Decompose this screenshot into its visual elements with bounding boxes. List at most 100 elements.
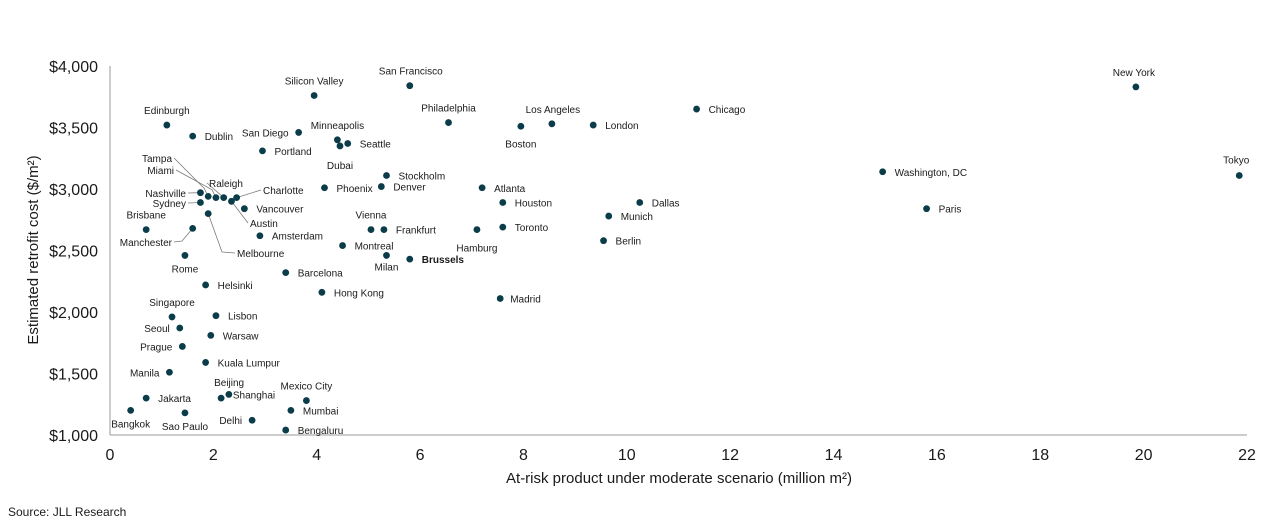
label-nashville: Nashville	[145, 189, 186, 200]
point-washington-dc	[879, 168, 887, 176]
leader-manchester	[173, 228, 193, 243]
point-shanghai	[225, 391, 233, 398]
point-stockholm	[383, 172, 390, 179]
point-seattle	[344, 140, 352, 147]
label-beijing: Beijing	[214, 378, 244, 389]
point-manchester	[189, 224, 197, 232]
data-points	[127, 82, 1243, 434]
point-montreal	[339, 242, 346, 249]
label-seattle: Seattle	[360, 139, 392, 150]
point-bangkok	[127, 407, 135, 414]
point-delhi	[248, 416, 256, 424]
point-minneapolis	[334, 136, 341, 144]
label-jakarta: Jakarta	[158, 394, 191, 405]
x-tick-label: 16	[928, 447, 946, 464]
point-brussels	[406, 255, 414, 263]
label-sydney: Sydney	[153, 199, 186, 210]
label-tampa: Tampa	[142, 154, 172, 165]
point-dublin	[189, 132, 197, 140]
label-seoul: Seoul	[144, 324, 170, 335]
point-phoenix	[321, 184, 328, 192]
point-sao-paulo	[181, 409, 189, 417]
point-dallas	[636, 199, 644, 206]
label-paris: Paris	[939, 205, 962, 216]
point-raleigh	[220, 194, 228, 202]
label-philadelphia: Philadelphia	[421, 104, 476, 115]
point-miami	[212, 194, 220, 202]
x-tick-label: 0	[106, 447, 115, 464]
point-los-angeles	[548, 120, 556, 128]
label-dallas: Dallas	[652, 199, 680, 210]
label-dublin: Dublin	[205, 132, 233, 143]
label-barcelona: Barcelona	[298, 269, 343, 280]
label-vancouver: Vancouver	[256, 205, 304, 216]
point-san-francisco	[406, 82, 414, 90]
label-hong-kong: Hong Kong	[334, 288, 384, 299]
label-raleigh: Raleigh	[209, 179, 243, 190]
label-kuala-lumpur: Kuala Lumpur	[218, 358, 281, 369]
point-charlotte	[233, 194, 241, 202]
point-bengaluru	[282, 426, 290, 434]
x-tick-label: 10	[618, 447, 636, 464]
label-prague: Prague	[140, 342, 173, 353]
label-new-york: New York	[1113, 68, 1156, 79]
label-manchester: Manchester	[120, 238, 173, 249]
label-charlotte: Charlotte	[263, 186, 304, 197]
point-manila	[166, 368, 173, 376]
x-tick-label: 6	[416, 447, 425, 464]
point-mexico-city	[302, 397, 310, 404]
label-vienna: Vienna	[356, 211, 387, 222]
label-amsterdam: Amsterdam	[272, 232, 323, 243]
label-stockholm: Stockholm	[398, 171, 445, 182]
x-tick-label: 12	[721, 447, 739, 464]
label-rome: Rome	[172, 264, 199, 275]
label-tokyo: Tokyo	[1223, 155, 1250, 166]
point-hamburg	[473, 226, 481, 233]
tick-labels: 0 2 4 6 8 10 12 14 16 18 20 22 $1,000 $1,500 $2,000 $2,…	[49, 59, 1256, 464]
point-dubai	[336, 142, 344, 150]
point-edinburgh	[163, 121, 171, 129]
x-tick-label: 20	[1135, 447, 1153, 464]
leader-austin	[231, 201, 249, 224]
point-brisbane	[142, 226, 150, 233]
label-silicon-valley: Silicon Valley	[285, 77, 344, 88]
y-tick-label: $1,500	[49, 367, 98, 384]
label-toronto: Toronto	[515, 223, 549, 234]
x-tick-label: 14	[825, 447, 843, 464]
point-rome	[181, 252, 189, 259]
point-atlanta	[478, 184, 486, 192]
y-tick-label: $4,000	[49, 59, 98, 76]
point-jakarta	[142, 394, 150, 402]
point-munich	[605, 212, 613, 220]
point-nashville	[197, 189, 204, 197]
point-new-york	[1132, 83, 1140, 91]
label-brisbane: Brisbane	[126, 211, 166, 222]
point-vancouver	[240, 205, 248, 213]
point-philadelphia	[445, 119, 452, 126]
point-barcelona	[282, 269, 290, 277]
label-helsinki: Helsinki	[218, 281, 253, 292]
label-chicago: Chicago	[709, 105, 746, 116]
label-portland: Portland	[274, 147, 311, 158]
point-tampa	[204, 192, 212, 200]
point-tokyo	[1235, 172, 1243, 179]
x-tick-label: 8	[519, 447, 528, 464]
point-paris	[923, 205, 930, 213]
x-tick-label: 2	[209, 447, 218, 464]
point-seoul	[176, 324, 184, 332]
label-bengaluru: Bengaluru	[298, 426, 344, 437]
label-mumbai: Mumbai	[303, 406, 339, 417]
x-tick-label: 22	[1238, 447, 1256, 464]
label-atlanta: Atlanta	[494, 184, 526, 195]
point-boston	[517, 122, 525, 130]
leader-charlotte	[236, 189, 262, 198]
label-frankfurt: Frankfurt	[396, 226, 436, 237]
y-tick-label: $3,500	[49, 121, 98, 138]
label-minneapolis: Minneapolis	[311, 121, 364, 132]
label-san-francisco: San Francisco	[379, 67, 443, 78]
point-kuala-lumpur	[202, 359, 210, 366]
y-tick-label: $2,500	[49, 244, 98, 261]
point-toronto	[499, 223, 507, 231]
point-hong-kong	[318, 288, 326, 296]
